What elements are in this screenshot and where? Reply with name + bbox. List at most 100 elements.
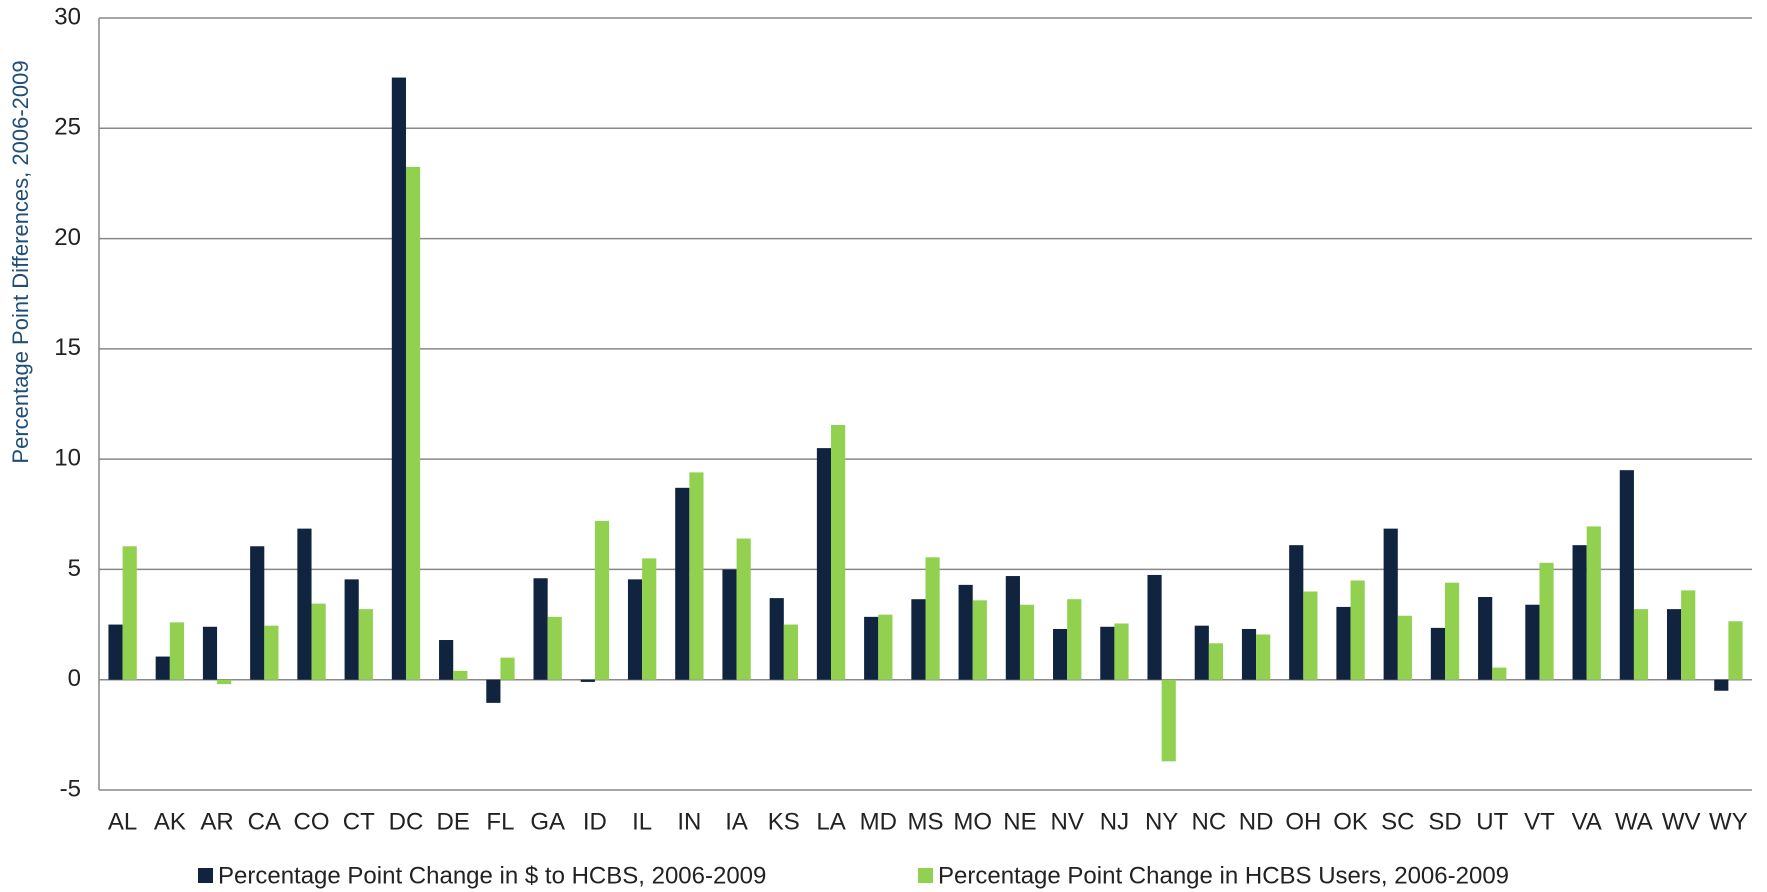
bar xyxy=(1147,574,1162,680)
y-tick-label: 20 xyxy=(54,224,81,251)
bar xyxy=(722,569,737,680)
x-tick-label: KS xyxy=(768,808,800,835)
y-tick-label: 5 xyxy=(68,555,81,582)
x-tick-label: WV xyxy=(1662,808,1701,835)
bar xyxy=(1161,679,1176,762)
bar xyxy=(439,640,454,680)
bar xyxy=(1194,625,1209,680)
bar xyxy=(202,626,218,680)
legend-swatch xyxy=(198,868,213,883)
bar xyxy=(911,599,926,680)
x-tick-label: NC xyxy=(1192,808,1227,835)
x-tick-label: LA xyxy=(816,808,845,835)
bar xyxy=(816,448,832,680)
bar xyxy=(1714,679,1729,691)
bar xyxy=(108,624,123,680)
bar xyxy=(358,609,373,680)
bar xyxy=(1303,591,1318,680)
bar xyxy=(1633,609,1649,680)
x-tick-label: DC xyxy=(389,808,424,835)
bar xyxy=(1572,545,1587,680)
legend-label: Percentage Point Change in HCBS Users, 2… xyxy=(938,862,1509,889)
x-tick-label: MS xyxy=(908,808,944,835)
x-tick-label: ND xyxy=(1239,808,1274,835)
x-tick-label: VA xyxy=(1572,808,1602,835)
bar xyxy=(689,472,704,680)
bar xyxy=(547,616,562,680)
bar xyxy=(500,657,515,680)
bar xyxy=(1019,604,1035,680)
bar xyxy=(594,520,610,680)
bar xyxy=(925,557,940,680)
bar xyxy=(1383,528,1398,680)
x-tick-label: AL xyxy=(108,808,137,835)
bar xyxy=(1525,604,1540,680)
bar xyxy=(675,487,690,680)
bar xyxy=(122,546,137,680)
bar xyxy=(1256,634,1271,680)
bar xyxy=(486,679,501,703)
x-tick-label: GA xyxy=(530,808,565,835)
x-tick-label: OH xyxy=(1285,808,1321,835)
x-tick-label: AR xyxy=(200,808,233,835)
x-tick-label: ID xyxy=(583,808,607,835)
bar xyxy=(1100,626,1115,680)
bar xyxy=(864,616,879,680)
bar xyxy=(1539,562,1554,680)
bar xyxy=(1728,621,1743,680)
bar xyxy=(1336,606,1351,680)
x-tick-label: NJ xyxy=(1100,808,1129,835)
x-tick-label: IL xyxy=(632,808,652,835)
y-axis-title: Percentage Point Differences, 2006-2009 xyxy=(8,60,33,463)
bar xyxy=(1289,545,1304,680)
x-tick-label: NV xyxy=(1051,808,1084,835)
x-tick-label: OK xyxy=(1333,808,1368,835)
x-tick-label: CO xyxy=(294,808,330,835)
bar xyxy=(1114,623,1129,680)
y-tick-label: -5 xyxy=(60,775,81,802)
bar xyxy=(1430,627,1446,680)
x-tick-label: CT xyxy=(343,808,375,835)
bar xyxy=(1445,582,1460,680)
bar xyxy=(1005,576,1020,680)
x-tick-label: NE xyxy=(1003,808,1036,835)
x-tick-label: SD xyxy=(1428,808,1461,835)
x-tick-label: IN xyxy=(677,808,701,835)
bar xyxy=(1681,590,1696,680)
bar xyxy=(1478,597,1493,680)
x-tick-label: CA xyxy=(248,808,281,835)
legend-swatch xyxy=(918,868,933,883)
bar xyxy=(1350,580,1365,680)
bar xyxy=(250,546,265,680)
bar xyxy=(155,656,170,680)
bar xyxy=(391,77,406,680)
x-tick-label: WA xyxy=(1615,808,1653,835)
bar xyxy=(453,670,468,680)
bar xyxy=(344,579,359,680)
legend-label: Percentage Point Change in $ to HCBS, 20… xyxy=(218,862,766,889)
x-tick-label: WY xyxy=(1709,808,1748,835)
bar xyxy=(217,679,232,685)
x-tick-label: VT xyxy=(1524,808,1555,835)
y-tick-label: 30 xyxy=(54,3,81,30)
bar xyxy=(958,584,973,680)
bar xyxy=(878,614,893,680)
y-tick-label: 15 xyxy=(54,334,81,361)
bar xyxy=(1208,643,1224,680)
y-tick-label: 25 xyxy=(54,114,81,141)
x-tick-label: MO xyxy=(953,808,992,835)
x-tick-label: IA xyxy=(725,808,748,835)
bar xyxy=(311,603,326,680)
bar xyxy=(736,538,751,680)
bar xyxy=(627,579,643,680)
bar xyxy=(533,578,548,680)
y-tick-label: 10 xyxy=(54,444,81,471)
bar xyxy=(1619,470,1634,680)
y-tick-label: 0 xyxy=(68,665,81,692)
x-tick-label: FL xyxy=(486,808,514,835)
x-tick-label: MD xyxy=(860,808,897,835)
bar xyxy=(642,558,657,680)
x-tick-label: NY xyxy=(1145,808,1178,835)
bar xyxy=(1397,615,1412,680)
